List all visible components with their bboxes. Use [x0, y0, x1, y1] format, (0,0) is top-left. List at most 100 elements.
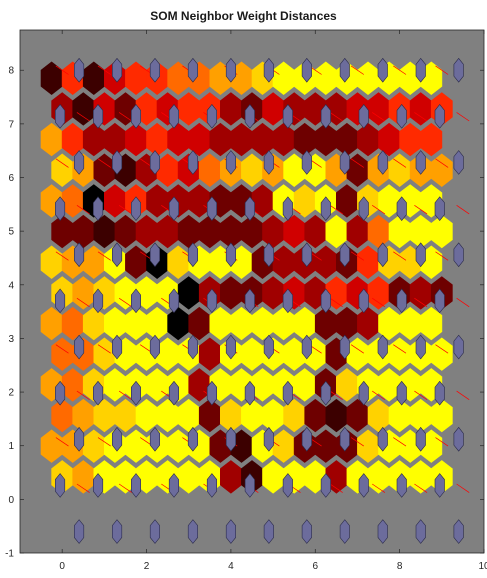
neuron-hexagon — [263, 334, 274, 360]
neuron-hexagons — [54, 57, 464, 544]
neuron-hexagon — [74, 426, 85, 452]
neuron-hexagon — [112, 334, 123, 360]
neuron-hexagon — [377, 334, 388, 360]
neuron-hexagon — [244, 473, 255, 498]
weight-line — [118, 297, 132, 308]
weight-line — [329, 390, 343, 400]
neuron-hexagon — [434, 288, 445, 314]
neuron-hexagon — [453, 242, 464, 268]
neuron-hexagon — [301, 150, 312, 175]
neuron-hexagon — [453, 519, 464, 544]
weight-line — [414, 297, 428, 308]
weight-line — [372, 112, 386, 122]
neuron-hexagon — [131, 104, 141, 129]
neuron-hexagon — [415, 242, 426, 268]
neuron-hexagon — [149, 57, 160, 83]
weight-line — [372, 483, 386, 493]
neuron-hexagon — [301, 334, 312, 360]
neuron-hexagon — [187, 57, 198, 83]
neuron-hexagon — [112, 150, 123, 175]
neuron-hexagon — [415, 519, 426, 544]
weight-line — [55, 437, 69, 447]
weight-line — [393, 251, 407, 261]
neuron-hexagon — [453, 426, 464, 452]
weight-line — [393, 437, 407, 447]
x-tick-label: 6 — [312, 561, 318, 572]
neuron-hexagon — [396, 380, 407, 406]
neuron-hexagon — [282, 380, 293, 406]
neuron-hexagon — [168, 104, 179, 129]
neuron-hexagon — [263, 150, 274, 175]
neuron-hexagon — [377, 57, 388, 83]
neuron-hexagon — [225, 519, 236, 544]
neuron-hexagon — [74, 242, 85, 268]
neuron-hexagon — [263, 426, 274, 452]
neuron-hexagon — [282, 473, 293, 498]
neuron-hexagon — [206, 288, 217, 314]
neuron-hexagon — [396, 288, 407, 314]
weight-line — [55, 158, 69, 168]
weight-line — [456, 297, 470, 308]
neuron-hexagon — [168, 473, 179, 498]
weight-line — [329, 297, 343, 308]
weight-line — [435, 344, 449, 354]
weight-line — [76, 483, 90, 493]
neuron-hexagon — [54, 288, 66, 314]
weight-line — [456, 483, 470, 493]
neuron-hexagon — [358, 196, 369, 221]
weight-line — [414, 205, 428, 215]
neuron-hexagon — [358, 380, 369, 406]
neuron-hexagon — [434, 104, 445, 129]
neuron-hexagon — [244, 288, 255, 314]
neuron-hexagon — [54, 473, 66, 498]
neuron-hexagon — [93, 380, 104, 406]
neuron-hexagon — [453, 150, 464, 175]
neuron-hexagon — [396, 104, 407, 129]
y-tick-label: 2 — [8, 388, 14, 399]
neuron-hexagon — [225, 334, 236, 360]
neuron-hexagon — [339, 426, 350, 452]
distance-cell — [420, 245, 443, 279]
weight-line — [76, 297, 90, 308]
y-tick-label: 5 — [8, 227, 14, 238]
y-tick-label: 4 — [8, 280, 14, 291]
neuron-hexagon — [339, 150, 350, 175]
weight-line — [435, 437, 449, 447]
neuron-hexagon — [93, 288, 104, 314]
neuron-hexagon — [112, 426, 123, 452]
neuron-hexagon — [358, 473, 369, 498]
weight-line — [435, 158, 449, 168]
weight-line — [118, 390, 132, 400]
distance-cell — [430, 337, 453, 371]
neuron-hexagon — [282, 104, 293, 129]
neuron-hexagon — [320, 288, 331, 314]
neuron-hexagon — [244, 380, 255, 406]
neuron-hexagon — [320, 473, 331, 498]
neuron-hexagon — [282, 196, 293, 221]
weight-line — [414, 390, 428, 400]
neuron-hexagon — [187, 150, 198, 175]
x-tick-label: 2 — [144, 561, 150, 572]
neuron-hexagon — [339, 242, 350, 268]
x-tick-label: 8 — [397, 561, 403, 572]
neuron-hexagon — [74, 57, 85, 83]
weight-line — [118, 483, 132, 493]
weight-line — [350, 65, 364, 75]
neuron-hexagon — [377, 242, 388, 268]
y-axis: -1 0 1 2 3 4 5 6 7 8 — [5, 66, 484, 560]
x-axis: 0 2 4 6 8 10 — [59, 30, 487, 572]
y-tick-label: 1 — [8, 441, 14, 452]
neuron-hexagon — [149, 426, 160, 452]
weight-line — [329, 205, 343, 215]
weight-line — [456, 205, 470, 215]
neuron-hexagon — [301, 426, 312, 452]
x-tick-label: 4 — [228, 561, 234, 572]
neuron-hexagon — [225, 426, 236, 452]
weight-line — [76, 112, 90, 122]
y-tick-label: -1 — [5, 549, 14, 560]
neuron-hexagon — [131, 288, 141, 314]
neuron-hexagon — [377, 426, 388, 452]
weight-line — [329, 112, 343, 122]
neuron-hexagon — [131, 196, 141, 221]
